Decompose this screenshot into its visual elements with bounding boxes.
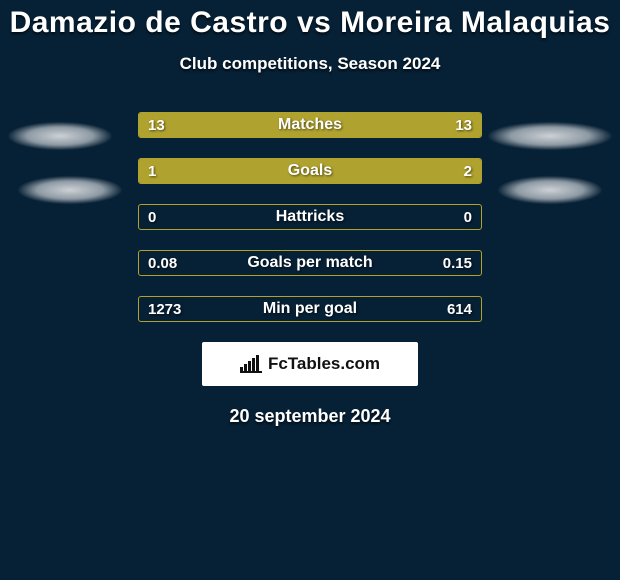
stat-row: Goals per match0.080.15: [138, 250, 482, 276]
page-title: Damazio de Castro vs Moreira Malaquias: [0, 0, 620, 40]
comparison-arena: Matches1313 Goals12 Hattricks00 Goals per m…: [0, 112, 620, 427]
stat-row: Hattricks00: [138, 204, 482, 230]
stat-row: Min per goal1273614: [138, 296, 482, 322]
footer-date: 20 september 2024: [0, 406, 620, 427]
bar-chart-icon: [240, 355, 262, 373]
player-shadow: [498, 176, 602, 204]
stat-track: [138, 158, 482, 184]
stat-row: Matches1313: [138, 112, 482, 138]
player-shadow: [18, 176, 122, 204]
stat-fill-left: [139, 159, 242, 183]
stat-track: [138, 112, 482, 138]
player-shadow: [488, 122, 612, 150]
page-subtitle: Club competitions, Season 2024: [0, 54, 620, 74]
stat-track: [138, 250, 482, 276]
stat-track: [138, 204, 482, 230]
stat-row: Goals12: [138, 158, 482, 184]
brand-text: FcTables.com: [268, 354, 380, 374]
stat-track: [138, 296, 482, 322]
stat-fill-right: [310, 113, 481, 137]
stat-fill-right: [242, 159, 481, 183]
brand-badge[interactable]: FcTables.com: [202, 342, 418, 386]
stat-fill-left: [139, 113, 310, 137]
player-shadow: [8, 122, 112, 150]
